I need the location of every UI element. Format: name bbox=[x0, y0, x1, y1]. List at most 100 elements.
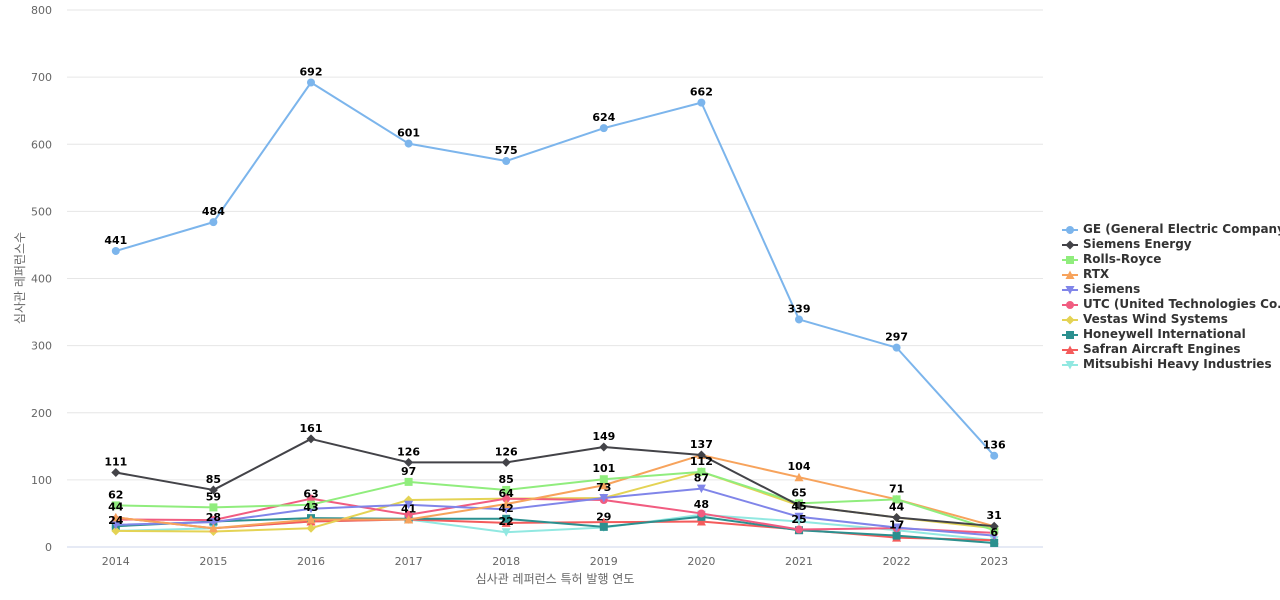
series-line[interactable] bbox=[114, 487, 996, 537]
legend-item[interactable]: Siemens bbox=[1062, 282, 1280, 297]
data-point bbox=[209, 503, 218, 512]
legend-item[interactable]: RTX bbox=[1062, 267, 1280, 282]
data-point bbox=[990, 538, 999, 547]
y-tick-label: 300 bbox=[31, 340, 52, 353]
data-point bbox=[502, 494, 511, 503]
data-label: 297 bbox=[885, 331, 908, 344]
legend-symbol bbox=[1062, 360, 1078, 369]
legend-symbol bbox=[1062, 300, 1078, 309]
legend-marker bbox=[1065, 240, 1075, 249]
legend-item[interactable]: Siemens Energy bbox=[1062, 237, 1280, 252]
data-point bbox=[794, 512, 804, 522]
data-point bbox=[404, 457, 414, 467]
legend-marker bbox=[1066, 300, 1074, 309]
data-label: 31 bbox=[987, 509, 1002, 522]
legend-symbol bbox=[1062, 240, 1078, 249]
legend-item[interactable]: Rolls-Royce bbox=[1062, 252, 1280, 267]
data-label: 59 bbox=[206, 490, 221, 503]
series-line[interactable] bbox=[114, 497, 996, 534]
data-label: 85 bbox=[206, 473, 221, 486]
x-tick-label: 2022 bbox=[883, 555, 911, 568]
data-label: 44 bbox=[889, 500, 905, 513]
data-point bbox=[111, 520, 121, 530]
data-point bbox=[111, 246, 120, 255]
series-0[interactable] bbox=[111, 78, 999, 460]
data-point bbox=[697, 467, 706, 476]
legend-item[interactable]: Vestas Wind Systems bbox=[1062, 312, 1280, 327]
data-point bbox=[501, 528, 511, 537]
data-point bbox=[208, 523, 218, 533]
data-point bbox=[599, 480, 609, 490]
data-point bbox=[794, 472, 804, 482]
legend-item[interactable]: Safran Aircraft Engines bbox=[1062, 342, 1280, 357]
data-label: 161 bbox=[300, 422, 323, 435]
data-point bbox=[599, 522, 608, 531]
data-label: 64 bbox=[499, 487, 515, 500]
x-tick-label: 2014 bbox=[102, 555, 130, 568]
legend-marker bbox=[1065, 360, 1075, 369]
data-point bbox=[307, 494, 315, 503]
legend-marker bbox=[1065, 345, 1075, 354]
data-label: 104 bbox=[788, 460, 811, 473]
data-point bbox=[599, 493, 609, 503]
gridlines bbox=[67, 9, 1043, 548]
y-tick-label: 0 bbox=[45, 541, 52, 554]
data-label: 87 bbox=[694, 472, 709, 485]
data-point bbox=[696, 484, 706, 494]
data-point bbox=[404, 477, 413, 486]
data-point bbox=[208, 485, 218, 495]
data-point bbox=[404, 139, 413, 148]
data-point bbox=[696, 450, 706, 460]
x-tick-label: 2017 bbox=[395, 555, 423, 568]
series-line[interactable] bbox=[114, 470, 996, 532]
data-point bbox=[795, 315, 803, 324]
data-label: 101 bbox=[592, 462, 615, 475]
series-1[interactable] bbox=[111, 434, 999, 531]
y-axis-title: 심사관 레퍼런스수 bbox=[13, 232, 27, 324]
data-labels: 4414846926015756246623392971361118516112… bbox=[104, 65, 1006, 538]
data-label: 484 bbox=[202, 205, 225, 218]
data-label: 63 bbox=[303, 488, 318, 501]
data-point bbox=[111, 501, 120, 510]
data-point bbox=[111, 467, 121, 477]
y-tick-label: 700 bbox=[31, 71, 52, 84]
legend-label: GE (General Electric Company) bbox=[1083, 222, 1280, 236]
y-tick-label: 600 bbox=[31, 138, 52, 151]
data-point bbox=[989, 521, 999, 531]
data-label: 43 bbox=[303, 501, 318, 514]
data-point bbox=[209, 218, 218, 227]
data-point bbox=[111, 526, 121, 536]
series-line[interactable] bbox=[114, 515, 996, 544]
legend-item[interactable]: GE (General Electric Company) bbox=[1062, 222, 1280, 237]
data-label: 17 bbox=[889, 519, 904, 532]
data-label: 126 bbox=[397, 445, 420, 458]
data-point bbox=[892, 531, 901, 540]
legend-symbol bbox=[1062, 225, 1078, 234]
legend-label: Mitsubishi Heavy Industries bbox=[1083, 357, 1272, 371]
legend-symbol bbox=[1062, 270, 1078, 279]
legend-marker bbox=[1066, 255, 1074, 264]
y-tick-label: 200 bbox=[31, 407, 52, 420]
legend-item[interactable]: Mitsubishi Heavy Industries bbox=[1062, 357, 1280, 372]
series-line[interactable] bbox=[114, 454, 996, 530]
series-line[interactable] bbox=[114, 437, 996, 528]
data-label: 25 bbox=[791, 513, 806, 526]
series-line[interactable] bbox=[114, 81, 996, 457]
data-label: 28 bbox=[206, 511, 221, 524]
data-point bbox=[794, 500, 804, 510]
data-label: 441 bbox=[104, 234, 127, 247]
data-point bbox=[502, 157, 511, 166]
legend-marker bbox=[1065, 270, 1075, 279]
data-label: 62 bbox=[108, 488, 123, 501]
x-tick-label: 2018 bbox=[492, 555, 520, 568]
x-tick-label: 2016 bbox=[297, 555, 325, 568]
series-line[interactable] bbox=[114, 513, 996, 542]
legend-item[interactable]: UTC (United Technologies Co... bbox=[1062, 297, 1280, 312]
legend-item[interactable]: Honeywell International bbox=[1062, 327, 1280, 342]
data-label: 71 bbox=[889, 482, 904, 495]
data-point bbox=[696, 516, 706, 526]
data-point bbox=[404, 514, 414, 524]
y-tick-label: 500 bbox=[31, 205, 52, 218]
legend-marker bbox=[1065, 315, 1075, 324]
data-point bbox=[404, 500, 414, 510]
